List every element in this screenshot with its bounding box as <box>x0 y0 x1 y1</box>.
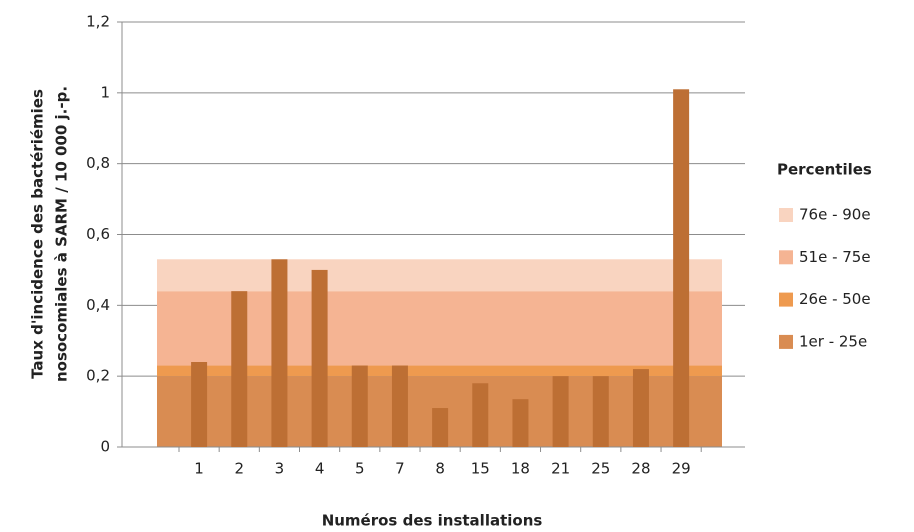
bar <box>592 376 609 447</box>
y-tick-label: 0,4 <box>86 296 110 314</box>
y-tick-label: 0 <box>100 438 110 456</box>
legend-swatch <box>779 292 793 307</box>
bar <box>432 408 449 447</box>
legend-title: Percentiles <box>777 161 872 179</box>
y-tick-label: 0,2 <box>86 367 110 385</box>
bar <box>512 399 529 447</box>
y-tick-label: 1 <box>100 83 110 101</box>
x-tick-label: 29 <box>672 460 691 478</box>
percentile-band <box>157 365 722 377</box>
x-tick-label: 7 <box>395 460 405 478</box>
x-tick-label: 18 <box>511 460 530 478</box>
x-tick-label: 8 <box>435 460 445 478</box>
x-tick-label: 1 <box>194 460 204 478</box>
bar <box>271 259 288 447</box>
bar <box>673 89 690 448</box>
legend-label: 51e - 75e <box>799 248 871 266</box>
x-tick-label: 5 <box>355 460 365 478</box>
legend-label: 76e - 90e <box>799 206 871 224</box>
x-axis-title: Numéros des installations <box>322 512 543 530</box>
legend-swatch <box>779 250 793 265</box>
x-tick-label: 3 <box>275 460 285 478</box>
bar <box>351 365 368 447</box>
bar <box>191 362 208 447</box>
bar <box>552 376 569 447</box>
x-tick-label: 15 <box>471 460 490 478</box>
legend-label: 26e - 50e <box>799 290 871 308</box>
legend-swatch <box>779 208 793 222</box>
x-tick-label: 28 <box>631 460 650 478</box>
x-tick-label: 25 <box>591 460 610 478</box>
bar <box>632 369 649 447</box>
y-tick-label: 1,2 <box>86 13 110 31</box>
x-tick-label: 2 <box>234 460 244 478</box>
x-tick-label: 4 <box>315 460 325 478</box>
y-tick-label: 0,8 <box>86 154 110 172</box>
y-tick-label: 0,6 <box>86 225 110 243</box>
legend-label: 1er - 25e <box>799 332 867 350</box>
y-axis-title: nosocomiales à SARM / 10 000 j.-p. <box>53 86 71 382</box>
bar <box>391 365 408 447</box>
x-tick-label: 21 <box>551 460 570 478</box>
bar <box>472 383 489 447</box>
bar <box>311 269 328 447</box>
y-axis-title: Taux d'incidence des bactériémies <box>29 89 47 379</box>
percentile-band <box>157 259 722 292</box>
percentile-band <box>157 291 722 366</box>
legend-swatch <box>779 334 793 349</box>
bar <box>231 291 248 447</box>
